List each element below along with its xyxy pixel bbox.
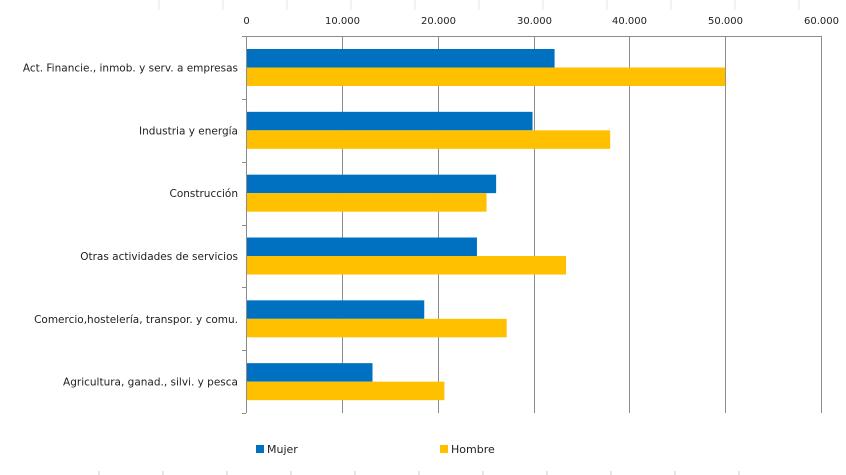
bar-hombre	[246, 256, 567, 275]
category-label: Comercio,hostelería, transpor. y comu.	[34, 314, 238, 326]
legend-label-hombre: Hombre	[451, 443, 495, 456]
legend-swatch-mujer	[256, 445, 264, 453]
bars	[246, 49, 726, 401]
category-labels: Act. Financie., inmob. y serv. a empresa…	[23, 62, 238, 388]
bar-hombre	[246, 381, 445, 401]
category-label: Construcción	[169, 188, 238, 200]
x-tick-label: 40.000	[612, 16, 647, 27]
category-label: Industria y energía	[139, 125, 238, 137]
bar-hombre	[246, 318, 507, 338]
category-label: Act. Financie., inmob. y serv. a empresa…	[23, 62, 238, 74]
bar-mujer	[246, 49, 555, 68]
bar-mujer	[246, 300, 425, 319]
bar-mujer	[246, 363, 373, 382]
x-tick-label: 10.000	[325, 16, 360, 27]
legend-swatch-hombre	[440, 445, 448, 453]
background-cell-ticks	[98, 0, 800, 475]
bar-hombre	[246, 130, 611, 149]
gridlines	[246, 36, 822, 413]
x-tick-label: 30.000	[517, 16, 552, 27]
x-axis-tick-labels: 0 10.000 20.000 30.000 40.000 50.000 60.000	[243, 16, 839, 27]
bar-hombre	[246, 67, 726, 86]
x-tick-label: 60.000	[804, 16, 839, 27]
category-label: Agricultura, ganad., silvi. y pesca	[63, 377, 238, 389]
bar-hombre	[246, 193, 487, 212]
bar-mujer	[246, 174, 497, 194]
y-axis	[242, 36, 247, 414]
category-label: Otras actividades de servicios	[80, 251, 238, 263]
x-tick-label: 20.000	[421, 16, 456, 27]
legend-label-mujer: Mujer	[267, 443, 298, 456]
x-tick-label: 50.000	[708, 16, 743, 27]
bar-mujer	[246, 237, 477, 256]
bar-mujer	[246, 111, 533, 131]
legend: Mujer Hombre	[256, 443, 495, 456]
x-tick-label: 0	[243, 16, 249, 27]
